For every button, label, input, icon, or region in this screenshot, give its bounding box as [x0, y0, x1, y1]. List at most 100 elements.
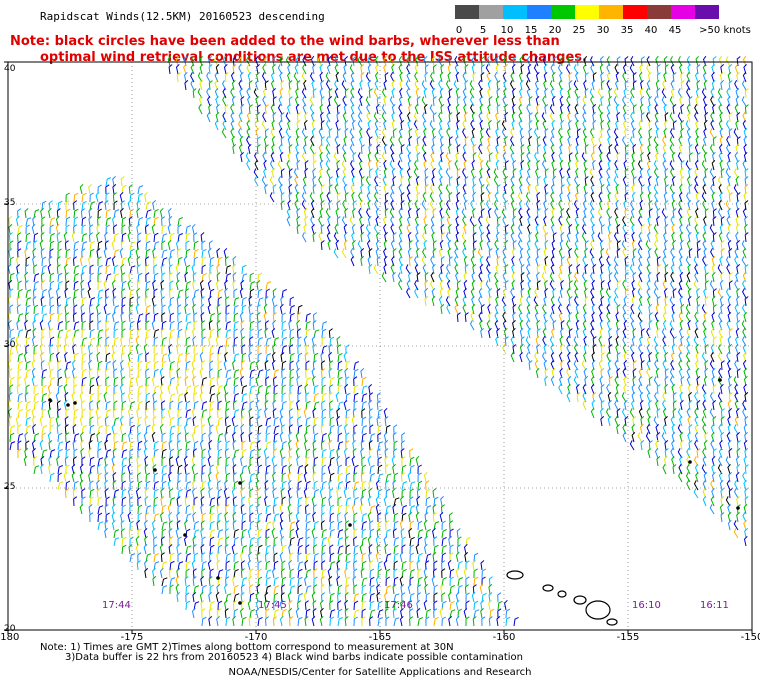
wind-barb	[487, 191, 492, 203]
wind-barb	[321, 376, 326, 387]
wind-barb	[720, 168, 725, 179]
wind-barb	[144, 440, 148, 451]
wind-barb	[232, 512, 237, 523]
wind-barb	[456, 312, 461, 323]
wind-barb	[471, 63, 476, 75]
wind-barb	[361, 401, 367, 411]
wind-barb	[153, 480, 159, 491]
wind-barb	[200, 528, 205, 539]
wind-barb	[598, 360, 603, 371]
wind-barb	[558, 128, 563, 139]
wind-barb	[153, 504, 158, 515]
wind-barb	[249, 424, 254, 435]
wind-barb	[646, 167, 651, 179]
wind-barb	[645, 384, 651, 395]
wind-barb	[702, 488, 707, 499]
wind-barb	[717, 392, 723, 403]
wind-barb	[573, 280, 579, 291]
wind-barb	[374, 176, 379, 187]
wind-barb	[431, 575, 436, 587]
wind-barb	[127, 255, 132, 267]
wind-barb	[368, 416, 373, 427]
wind-barb	[112, 408, 117, 419]
wind-barb	[359, 215, 363, 227]
wind-barb	[709, 128, 715, 139]
wind-barb	[400, 600, 404, 611]
wind-barb	[200, 504, 205, 515]
wind-barb	[137, 368, 143, 379]
wind-barb	[391, 103, 396, 115]
wind-barb	[504, 232, 509, 243]
wind-barb	[248, 296, 253, 307]
wind-barb	[656, 328, 661, 339]
wind-barb	[438, 160, 443, 171]
wind-barb	[119, 383, 124, 395]
wind-barb	[655, 231, 659, 243]
wind-barb	[161, 224, 167, 235]
wind-barb	[424, 296, 429, 307]
wind-barb	[632, 72, 637, 83]
wind-barb	[248, 352, 253, 363]
wind-barb	[361, 608, 366, 619]
wind-barb	[47, 431, 52, 443]
wind-barb	[631, 399, 635, 411]
wind-barb	[606, 352, 611, 363]
wind-barb	[345, 344, 350, 355]
wind-barb	[278, 120, 283, 131]
wind-barb	[97, 360, 103, 371]
wind-barb	[512, 87, 516, 99]
wind-barb	[104, 440, 109, 451]
wind-barb	[288, 80, 293, 91]
wind-barb	[144, 296, 149, 307]
wind-barb	[677, 448, 683, 459]
wind-barb	[373, 224, 379, 235]
wind-barb	[679, 255, 683, 267]
wind-barb	[152, 392, 157, 403]
wind-barb	[408, 175, 412, 187]
wind-barb	[374, 71, 379, 83]
wind-barb	[265, 608, 270, 619]
wind-barb	[455, 199, 460, 211]
wind-barb	[575, 383, 580, 395]
wind-barb	[96, 400, 101, 411]
wind-barb	[502, 344, 507, 355]
wind-barb	[559, 191, 563, 203]
wind-barb	[742, 408, 747, 419]
wind-barb	[312, 88, 317, 99]
wind-barb	[40, 336, 45, 347]
wind-barb	[560, 56, 565, 67]
wind-barb	[472, 192, 477, 203]
wind-barb	[703, 335, 707, 347]
wind-barb	[350, 111, 355, 123]
wind-barb	[382, 176, 387, 187]
wind-barb	[279, 511, 284, 523]
wind-barb	[321, 568, 327, 579]
wind-barb	[696, 448, 701, 459]
wind-barb	[566, 96, 571, 107]
wind-barb	[575, 311, 579, 323]
wind-barb	[137, 512, 143, 523]
wind-barb	[727, 175, 731, 187]
wind-barb	[473, 609, 480, 619]
wind-barb	[246, 56, 251, 67]
wind-barb	[33, 400, 39, 411]
wind-barb	[143, 543, 148, 555]
wind-barb	[279, 415, 284, 427]
wind-barb	[334, 224, 339, 235]
wind-barb	[153, 536, 158, 547]
wind-barb	[551, 239, 556, 251]
wind-barb	[377, 456, 382, 467]
wind-barb	[175, 455, 180, 467]
wind-barb	[176, 72, 181, 83]
wind-barb	[647, 415, 651, 427]
wind-barb	[624, 168, 629, 179]
wind-barb	[408, 528, 413, 539]
wind-barb	[462, 304, 467, 315]
wind-barb	[89, 400, 94, 411]
wind-barb	[256, 440, 261, 451]
wind-barb	[640, 416, 645, 427]
wind-barb	[200, 296, 205, 307]
wind-barb	[541, 272, 547, 283]
wind-barb	[544, 208, 549, 219]
wind-barb	[65, 432, 70, 443]
